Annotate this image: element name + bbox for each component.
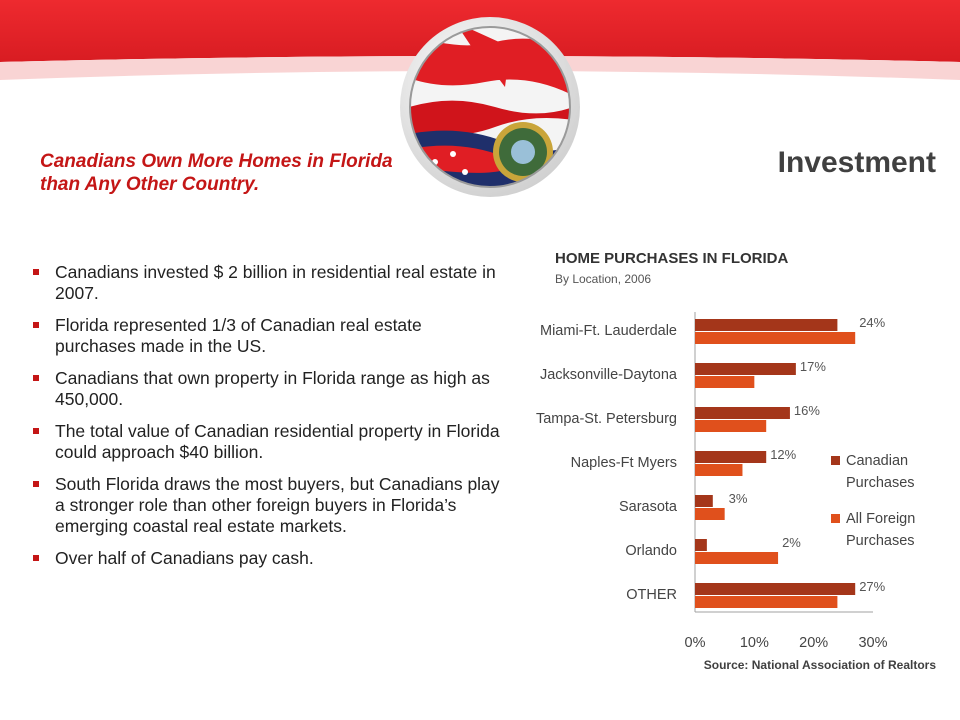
source-note: Source: National Association of Realtors	[703, 658, 936, 672]
bar-canadian	[695, 495, 713, 507]
bar-canadian	[695, 363, 796, 375]
bullet-item: Canadians that own property in Florida r…	[30, 368, 500, 410]
bar-foreign	[695, 420, 767, 432]
bullet-text: Florida represented 1/3 of Canadian real…	[55, 315, 422, 356]
category-label: Sarasota	[619, 499, 678, 515]
data-label: 2%	[782, 535, 801, 550]
bar-canadian	[695, 451, 767, 463]
flags-emblem	[400, 17, 580, 197]
home-purchases-chart: HOME PURCHASES IN FLORIDA By Location, 20…	[536, 250, 915, 651]
bullet-text: Canadians invested $ 2 billion in reside…	[55, 262, 496, 303]
bar-foreign	[695, 508, 725, 520]
data-label: 24%	[859, 315, 885, 330]
bullet-item: South Florida draws the most buyers, but…	[30, 474, 500, 537]
category-label: Naples-Ft Myers	[571, 455, 677, 471]
x-tick-label: 30%	[858, 635, 887, 651]
bullet-marker-icon	[33, 555, 39, 561]
legend-label: Purchases	[846, 533, 915, 549]
bar-canadian	[695, 583, 856, 595]
data-label: 3%	[729, 491, 748, 506]
bullet-text: Canadians that own property in Florida r…	[55, 368, 490, 409]
bar-canadian	[695, 407, 790, 419]
x-tick-label: 0%	[685, 635, 706, 651]
bar-foreign	[695, 596, 838, 608]
bullet-marker-icon	[33, 375, 39, 381]
bullet-marker-icon	[33, 428, 39, 434]
bar-canadian	[695, 319, 838, 331]
chart-title: HOME PURCHASES IN FLORIDA	[555, 250, 789, 267]
page-title: Investment	[777, 146, 936, 179]
category-label: Miami-Ft. Lauderdale	[540, 323, 677, 339]
bullet-list: Canadians invested $ 2 billion in reside…	[30, 262, 500, 580]
data-label: 12%	[770, 447, 796, 462]
chart-subtitle: By Location, 2006	[555, 272, 651, 286]
x-tick-label: 20%	[799, 635, 828, 651]
bullet-item: Florida represented 1/3 of Canadian real…	[30, 315, 500, 357]
bar-canadian	[695, 539, 707, 551]
slide-subtitle: Canadians Own More Homes in Florida than…	[40, 151, 393, 195]
data-label: 16%	[794, 403, 820, 418]
bar-foreign	[695, 376, 755, 388]
bar-foreign	[695, 332, 856, 344]
legend-label: All Foreign	[846, 511, 915, 527]
bullet-text: South Florida draws the most buyers, but…	[55, 474, 500, 536]
bullet-text: The total value of Canadian residential …	[55, 421, 500, 462]
x-tick-label: 10%	[740, 635, 769, 651]
bullet-marker-icon	[33, 481, 39, 487]
legend-label: Purchases	[846, 475, 915, 491]
legend-label: Canadian	[846, 453, 908, 469]
data-label: 17%	[800, 359, 826, 374]
category-label: Tampa-St. Petersburg	[536, 411, 677, 427]
data-label: 27%	[859, 579, 885, 594]
legend-swatch	[831, 514, 840, 523]
category-label: Jacksonville-Daytona	[540, 367, 678, 383]
bar-foreign	[695, 552, 779, 564]
bullet-marker-icon	[33, 322, 39, 328]
bullet-item: The total value of Canadian residential …	[30, 421, 500, 463]
legend-swatch	[831, 456, 840, 465]
bullet-item: Over half of Canadians pay cash.	[30, 548, 500, 569]
category-label: OTHER	[626, 587, 677, 603]
bullet-text: Over half of Canadians pay cash.	[55, 548, 314, 568]
bullet-item: Canadians invested $ 2 billion in reside…	[30, 262, 500, 304]
bar-foreign	[695, 464, 743, 476]
bullet-marker-icon	[33, 269, 39, 275]
category-label: Orlando	[625, 543, 677, 559]
